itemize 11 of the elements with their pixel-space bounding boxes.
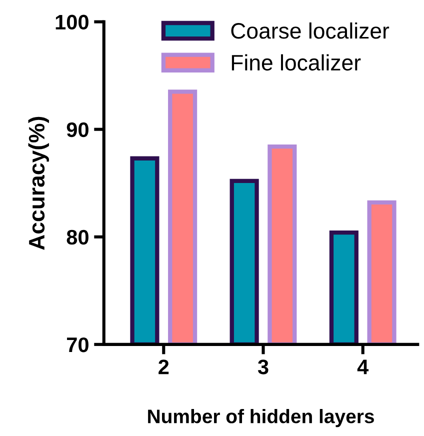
x-axis-title: Number of hidden layers [148,409,374,428]
y-axis-title: Accuracy(%) [28,116,49,250]
x-tick-label: 2 [158,360,169,374]
x-tick-label: 4 [357,360,369,374]
y-tick-label: 90 [66,122,88,138]
legend-label: Fine localizer [232,54,361,71]
y-tick-label: 70 [67,337,88,352]
x-tick-label: 3 [258,360,268,374]
legend-label: Coarse localizer [231,22,390,39]
y-tick-label: 80 [66,230,88,245]
y-tick-label: 100 [56,14,88,30]
